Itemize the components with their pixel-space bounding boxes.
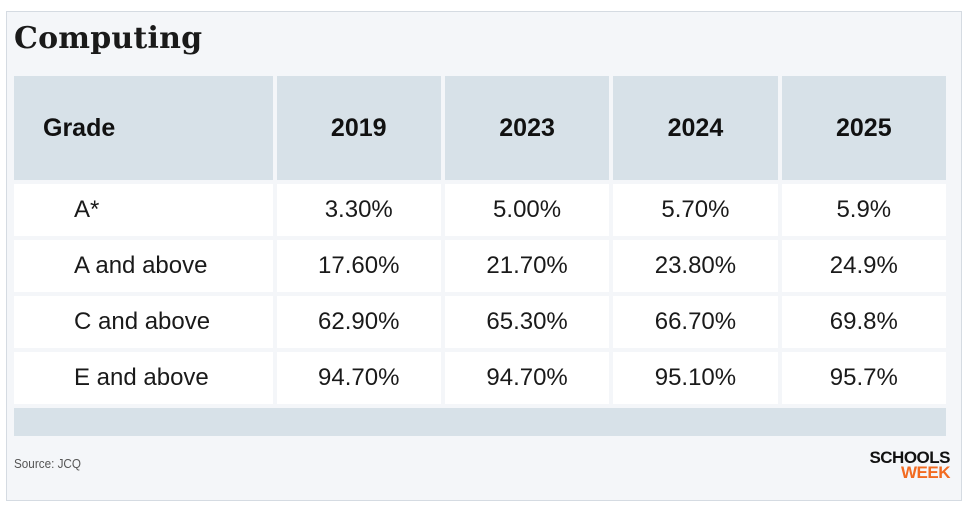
table-cell: 62.90% <box>276 296 441 348</box>
table-cell: 5.70% <box>613 184 778 236</box>
table-row: C and above 62.90% 65.30% 66.70% 69.8% <box>14 296 946 348</box>
table-cell: 94.70% <box>444 352 610 404</box>
table-cell: 5.9% <box>781 184 946 236</box>
column-header-2019: 2019 <box>276 76 441 180</box>
logo-line-1: SCHOOLS <box>869 448 950 467</box>
row-label: A* <box>14 184 273 236</box>
table-row: A* 3.30% 5.00% 5.70% 5.9% <box>14 184 946 236</box>
table-cell: 17.60% <box>276 240 441 292</box>
schools-week-logo: SCHOOLS WEEK <box>869 448 950 482</box>
table-cell: 5.00% <box>444 184 610 236</box>
logo-line-2: WEEK <box>901 463 950 482</box>
table-cell: 94.70% <box>276 352 441 404</box>
table-row: A and above 17.60% 21.70% 23.80% 24.9% <box>14 240 946 292</box>
column-header-2023: 2023 <box>444 76 610 180</box>
row-label: C and above <box>14 296 273 348</box>
table-cell: 21.70% <box>444 240 610 292</box>
table-cell: 69.8% <box>781 296 946 348</box>
grades-table: Grade 2019 2023 2024 2025 A* 3.30% 5.00%… <box>10 72 950 440</box>
table-cell: 3.30% <box>276 184 441 236</box>
source-note: Source: JCQ <box>14 456 81 471</box>
header-row: Grade 2019 2023 2024 2025 <box>14 76 946 180</box>
row-label: A and above <box>14 240 273 292</box>
chart-title: Computing <box>14 21 203 56</box>
table-row: E and above 94.70% 94.70% 95.10% 95.7% <box>14 352 946 404</box>
table-cell: 65.30% <box>444 296 610 348</box>
column-header-2025: 2025 <box>781 76 946 180</box>
row-label: E and above <box>14 352 273 404</box>
column-header-grade: Grade <box>14 76 273 180</box>
table-cell: 24.9% <box>781 240 946 292</box>
table-cell: 95.10% <box>613 352 778 404</box>
footer-band <box>14 408 946 436</box>
chart-card: Computing Grade 2019 2023 2024 2025 A* 3… <box>6 11 962 501</box>
table-cell: 95.7% <box>781 352 946 404</box>
table-footer-band <box>14 408 946 436</box>
column-header-2024: 2024 <box>613 76 778 180</box>
table-cell: 66.70% <box>613 296 778 348</box>
table-cell: 23.80% <box>613 240 778 292</box>
